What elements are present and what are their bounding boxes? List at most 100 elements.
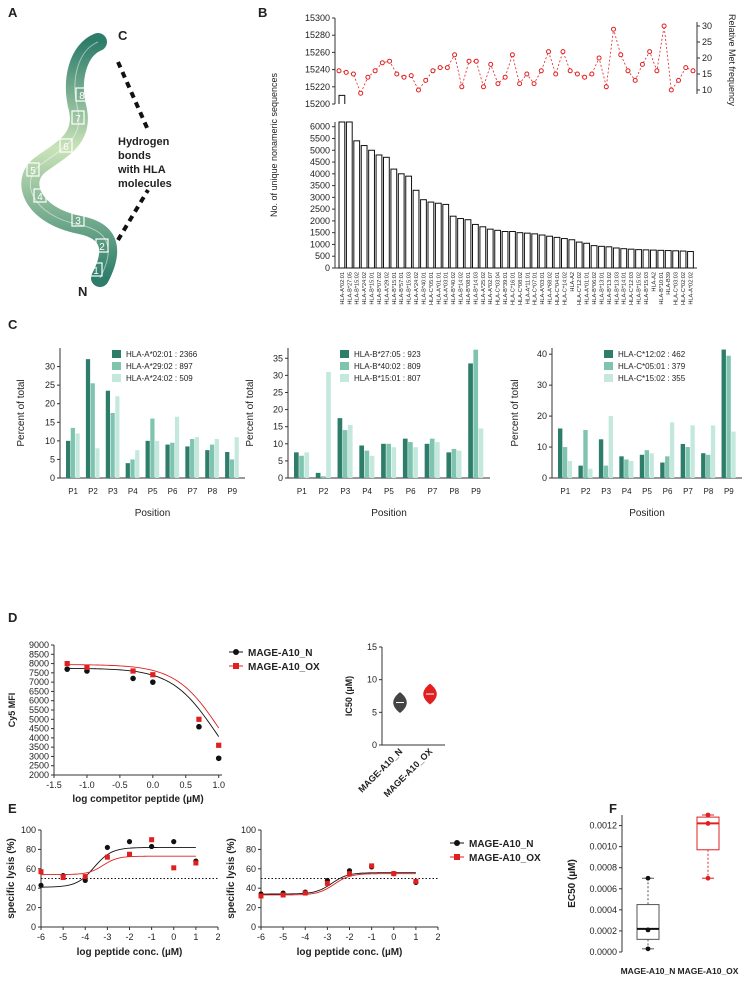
c-bar-P4-2 bbox=[369, 455, 375, 478]
c-ylabel: Percent of total bbox=[510, 379, 521, 446]
b-met-point bbox=[466, 58, 472, 64]
b-xtick-label: HLA-B*15:01 bbox=[392, 272, 398, 305]
b-xtick-label: HLA-C*07:01 bbox=[533, 272, 539, 305]
c-bar-P4-0 bbox=[125, 463, 130, 478]
d2-ytick-label: 0 bbox=[372, 740, 377, 750]
c-bar-P1-0 bbox=[66, 440, 71, 478]
chart-f-ec50-boxplot: 0.0000 0.0002 0.0004 0.0006 0.0008 0.0010 0.00… bbox=[567, 812, 739, 976]
c-bar-P1-1 bbox=[299, 455, 304, 478]
d1-ytick-label: 4000 bbox=[29, 733, 49, 743]
d1-point-MAGE-A10_N bbox=[64, 666, 70, 672]
e-xtick-label: 2 bbox=[215, 932, 220, 942]
f-ytick-label: 0.0008 bbox=[589, 863, 617, 873]
b-met-point bbox=[372, 68, 378, 74]
c-ytick-label: 10 bbox=[45, 436, 55, 446]
b-met-point bbox=[538, 68, 544, 74]
b-bar bbox=[664, 250, 672, 269]
e-xtick-label: -2 bbox=[125, 932, 133, 942]
c-legend-label: HLA-B*27:05 : 923 bbox=[354, 350, 421, 359]
position-label-8: 8 bbox=[79, 91, 85, 102]
b-xtick-label: HLA-C*03:03 bbox=[674, 272, 680, 305]
b-bar bbox=[568, 239, 576, 269]
b-xtick-label: HLA-A*02:07 bbox=[488, 272, 494, 305]
e-point-MAGE-A10_N bbox=[82, 877, 88, 884]
position-label-9: 9 bbox=[97, 60, 103, 71]
c-bar-P7-1 bbox=[685, 447, 690, 478]
c-bar-P2-1 bbox=[90, 383, 95, 478]
c-bar-P2-0 bbox=[85, 359, 91, 478]
chart-b-hla-nonamer-counts: 0500100015002000250030003500400045005000… bbox=[269, 13, 737, 305]
e-xtick-label: -2 bbox=[345, 932, 353, 942]
b-bar bbox=[494, 229, 502, 269]
b-ytick-label: 2000 bbox=[310, 216, 330, 226]
b-xtick-label: HLA-B*13:02 bbox=[607, 272, 613, 305]
b-met-point bbox=[343, 69, 349, 75]
c-bar-P7-1 bbox=[429, 438, 435, 478]
b-xtick-label: HLA-B*40:01 bbox=[421, 272, 427, 305]
e-ytick-label: 60 bbox=[26, 864, 36, 874]
b-bar bbox=[449, 215, 457, 269]
b-xtick-label: HLA-B*14:03 bbox=[473, 272, 479, 305]
c-bar-P5-2 bbox=[155, 440, 160, 478]
e-xtick-label: 1 bbox=[193, 932, 198, 942]
c-bar-P8-2 bbox=[710, 425, 716, 478]
d1-ytick-label: 2000 bbox=[29, 770, 49, 780]
e-ylabel: specific lysis (%) bbox=[226, 838, 237, 919]
e-point-MAGE-A10_OX bbox=[280, 892, 286, 898]
c-bar-P6-1 bbox=[408, 442, 413, 478]
c-bar-P2-2 bbox=[95, 448, 100, 478]
c-ylabel: Percent of total bbox=[245, 379, 256, 446]
b-xtick-label: HLA-A*01:01 bbox=[436, 272, 442, 305]
f-ytick-label: 0.0012 bbox=[589, 821, 617, 831]
c-xtick-label: P2 bbox=[319, 487, 329, 496]
d1-ytick-label: 9000 bbox=[29, 640, 49, 650]
b-met-point bbox=[574, 71, 580, 77]
b-bar bbox=[657, 249, 665, 269]
b-xtick-label: HLA-B39 bbox=[666, 272, 672, 295]
b-ytick-label: 5500 bbox=[310, 133, 330, 143]
d1-xtick-label: -1.5 bbox=[46, 780, 62, 790]
panel-label-d: D bbox=[8, 610, 17, 625]
chart-c1-hla-a-positions: 0 5 10 15 20 25 30 Percent of total Position P1 P2… bbox=[16, 348, 245, 519]
c-ytick-label: 20 bbox=[537, 411, 547, 421]
c-xtick-label: P6 bbox=[406, 487, 416, 496]
b-bar bbox=[561, 238, 568, 269]
c-legend-swatch bbox=[340, 362, 349, 370]
b-bar bbox=[390, 168, 398, 269]
d1-point-MAGE-A10_N bbox=[215, 755, 222, 762]
e-xtick-label: -1 bbox=[148, 932, 156, 942]
hbond-line-top bbox=[116, 61, 150, 131]
c-bar-P9-1 bbox=[726, 355, 731, 478]
e-xtick-label: -5 bbox=[59, 932, 67, 942]
b-bar bbox=[672, 250, 680, 269]
b-met-point bbox=[611, 26, 617, 32]
c-bar-P2-1 bbox=[320, 476, 326, 478]
b-bar bbox=[620, 248, 628, 269]
b-bar bbox=[509, 231, 516, 269]
c-ytick-label: 40 bbox=[537, 349, 547, 359]
b-met-point bbox=[625, 68, 631, 74]
d1-fit-MAGE-A10_N bbox=[67, 667, 220, 737]
c-xtick-label: P2 bbox=[88, 487, 98, 496]
b-bar bbox=[375, 154, 383, 269]
b-y2tick-label: 10 bbox=[702, 85, 712, 95]
b-y2tick-label: 30 bbox=[702, 21, 712, 31]
c-bar-P6-2 bbox=[669, 422, 675, 478]
c-xtick-label: P5 bbox=[642, 487, 652, 496]
panel-label-a: A bbox=[8, 5, 18, 20]
c-bar-P7-1 bbox=[190, 439, 195, 478]
b-met-point bbox=[524, 71, 530, 77]
peptide-ribbon-edge bbox=[30, 41, 109, 279]
b-xtick-label: HLA-C*08:02 bbox=[518, 272, 524, 305]
d1-point-MAGE-A10_N bbox=[150, 679, 156, 685]
f-point bbox=[645, 946, 651, 952]
hbond-text-2: bonds bbox=[118, 150, 151, 162]
b-bar bbox=[479, 226, 487, 269]
c-xtick-label: P4 bbox=[362, 487, 372, 496]
c-bar-P2-0 bbox=[315, 472, 321, 478]
c-bar-P1-1 bbox=[70, 427, 75, 478]
b-xtick-label: HLA-B*39:01 bbox=[503, 272, 509, 305]
b-bar bbox=[531, 233, 539, 269]
